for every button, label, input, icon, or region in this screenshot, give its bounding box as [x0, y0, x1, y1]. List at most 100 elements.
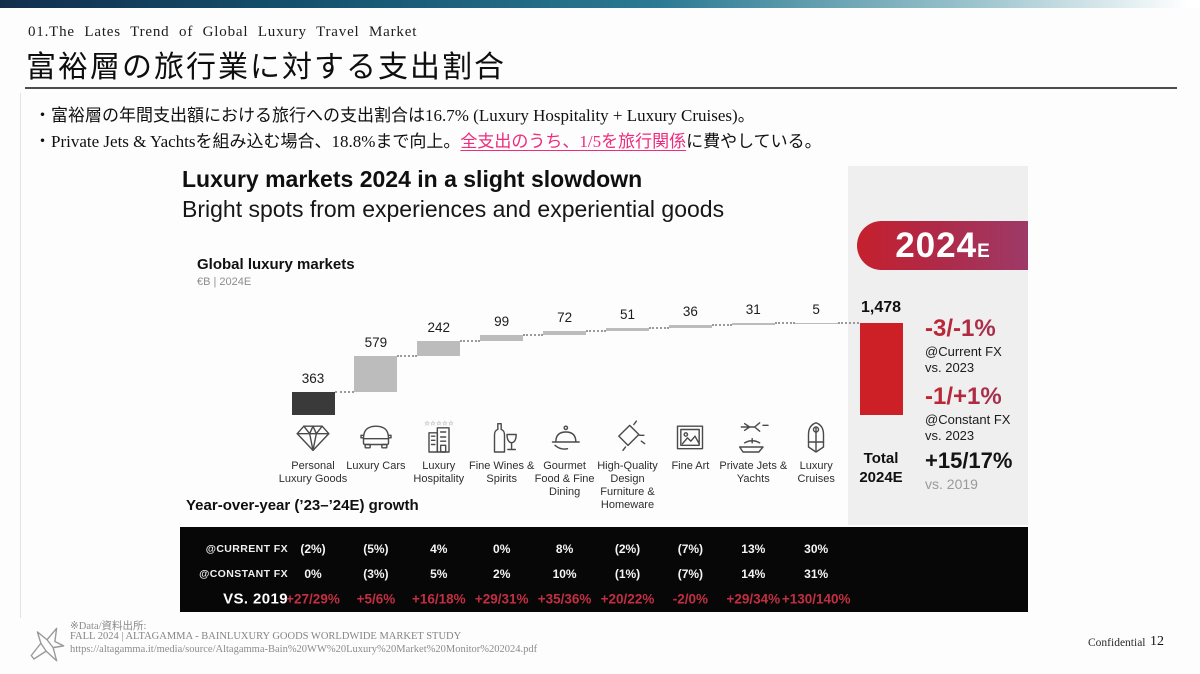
growth-cell: +29/34%	[726, 591, 781, 607]
growth-row-label: @CONSTANT FX	[199, 568, 288, 580]
waterfall-connector	[649, 326, 669, 329]
waterfall-bar	[731, 323, 775, 326]
spotlight-icon	[606, 417, 650, 457]
growth-row-label: VS. 2019	[223, 590, 288, 608]
waterfall-bar	[354, 356, 398, 393]
growth-cell: +130/140%	[781, 591, 851, 607]
total-value-label: 1,478	[860, 299, 902, 316]
wine-icon	[480, 417, 524, 457]
bar-value-label: 363	[301, 371, 325, 387]
growth-cell: 2%	[493, 567, 511, 581]
waterfall-bar	[417, 341, 461, 357]
growth-cell: (2%)	[614, 542, 641, 556]
growth-cell: 30%	[804, 542, 829, 556]
growth-cell: 0%	[304, 567, 322, 581]
waterfall-bar	[291, 392, 335, 415]
waterfall-connector	[523, 334, 544, 337]
bar-value-label: 36	[682, 304, 698, 320]
top-gradient-bar	[0, 0, 1200, 8]
chart-subtitle: Bright spots from experiences and experi…	[182, 196, 725, 222]
confidential-label: Confidential	[1088, 637, 1146, 649]
year-badge-estimate-suffix: E	[977, 241, 990, 262]
growth-cell: 10%	[552, 567, 577, 581]
annotation-constant-fx-ref: vs. 2023	[925, 428, 975, 443]
section-label: 01.The Lates Trend of Global Luxury Trav…	[28, 24, 418, 40]
waterfall-connector	[586, 329, 606, 332]
page-title: 富裕層の旅行業に対する支出割合	[26, 51, 506, 84]
waterfall-bar	[480, 335, 524, 342]
page-number: 12	[1150, 634, 1164, 649]
waterfall-connector	[460, 340, 481, 343]
total-category-label: Total 2024E	[846, 450, 916, 488]
growth-cell: +20/22%	[600, 591, 655, 607]
category-label: Luxury Cars	[346, 460, 406, 472]
growth-cell: (3%)	[363, 567, 389, 581]
growth-cell: +29/31%	[474, 591, 529, 607]
cruise-ship-icon	[794, 417, 838, 457]
bar-value-label: 242	[427, 320, 451, 336]
svg-text:☆☆☆☆☆: ☆☆☆☆☆	[424, 419, 454, 427]
growth-cell: (7%)	[677, 567, 704, 581]
annotation-constant-fx-basis: @Constant FX	[925, 412, 1011, 427]
bar-value-label: 72	[557, 309, 573, 325]
chart-legend-title: Global luxury markets	[197, 256, 355, 273]
waterfall-connector	[774, 322, 795, 325]
year-badge-text: 2024	[895, 225, 978, 265]
growth-cell: 0%	[493, 542, 511, 556]
growth-cell: (7%)	[677, 542, 704, 556]
category-label: Luxury Cruises	[797, 460, 835, 485]
source-heading: ※Data/資料出所:	[70, 621, 147, 632]
growth-cell: +16/18%	[411, 591, 466, 607]
category-label: Private Jets & Yachts	[719, 460, 788, 485]
growth-row-label: @CURRENT FX	[205, 543, 288, 555]
category-label: High-Quality Design Furniture & Homeware	[597, 460, 658, 511]
growth-cell: 5%	[430, 567, 448, 581]
jet-yacht-icon	[731, 417, 775, 457]
title-divider	[25, 87, 1177, 89]
growth-cell: +35/36%	[537, 591, 592, 607]
growth-cell: (1%)	[614, 567, 641, 581]
bullet-2-tail: に費やしている。	[686, 132, 822, 151]
chart-unit-label: €B | 2024E	[197, 276, 252, 288]
waterfall-connector	[711, 324, 732, 327]
growth-cell: -2/0%	[672, 591, 709, 607]
growth-cell: 13%	[741, 542, 766, 556]
annotation-vs2019-value: +15/17%	[925, 448, 1013, 473]
annotation-vs2019-ref: vs. 2019	[925, 476, 978, 492]
year-badge: 2024 E	[857, 221, 1028, 270]
picture-frame-icon	[668, 417, 712, 457]
category-label: Fine Wines & Spirits	[468, 460, 535, 485]
cloche-icon	[543, 417, 587, 457]
source-url: https://altagamma.it/media/source/Altaga…	[70, 644, 538, 655]
bar-value-label: 31	[745, 302, 761, 318]
annotation-current-fx-basis: @Current FX	[925, 344, 1002, 359]
growth-table: @CURRENT FX (2%) (5%) 4% 0% 8% (2%) (7%) 13% 30% @…	[180, 527, 1028, 612]
growth-cell: 31%	[804, 567, 829, 581]
annotation-current-fx-value: -3/-1%	[925, 315, 1055, 343]
category-label: Personal Luxury Goods	[278, 460, 348, 485]
total-word: Total	[863, 450, 899, 467]
source-title: FALL 2024 | ALTAGAMMA - BAINLUXURY GOODS…	[70, 631, 462, 642]
bullet-1: ・富裕層の年間支出額における旅行への支出割合は16.7% (Luxury Hos…	[34, 106, 755, 125]
diamond-icon	[291, 417, 335, 457]
car-icon	[354, 417, 398, 457]
category-label: Fine Art	[671, 460, 710, 472]
bar-value-label: 51	[619, 306, 636, 322]
waterfall-connector	[334, 391, 355, 394]
hotel-icon: ☆☆☆☆☆	[417, 417, 461, 457]
growth-cell: (2%)	[300, 542, 326, 556]
growth-cell: (5%)	[363, 542, 389, 556]
annotation-constant-fx-value: -1/+1%	[925, 383, 1055, 411]
category-label: Gourmet Food & Fine Dining	[534, 460, 595, 498]
bar-value-label: 5	[812, 302, 820, 318]
growth-cell: 14%	[741, 567, 766, 581]
bullet-2: ・Private Jets & Yachtsを組み込む場合、18.8%まで向上。…	[34, 127, 822, 152]
growth-cell: +27/29%	[286, 591, 340, 607]
chart-title: Luxury markets 2024 in a slight slowdown	[182, 166, 643, 192]
growth-cell: 4%	[430, 542, 448, 556]
left-edge-line	[20, 93, 21, 618]
growth-cell: +5/6%	[356, 591, 396, 607]
waterfall-connector	[397, 355, 418, 358]
total-year: 2024E	[859, 468, 903, 486]
growth-cell: 8%	[555, 542, 574, 556]
